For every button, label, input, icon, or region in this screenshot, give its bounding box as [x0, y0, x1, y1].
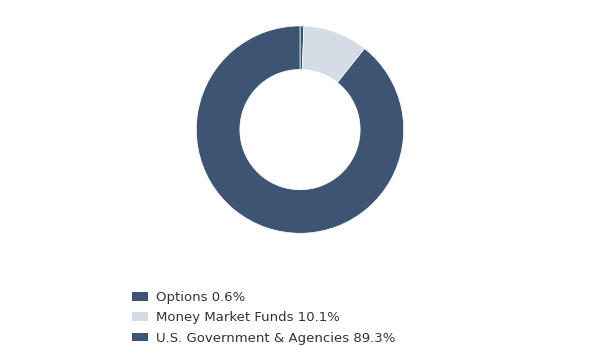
Wedge shape — [196, 26, 404, 233]
Wedge shape — [302, 26, 365, 82]
Legend: Options 0.6%, Money Market Funds 10.1%, U.S. Government & Agencies 89.3%: Options 0.6%, Money Market Funds 10.1%, … — [127, 286, 400, 350]
Wedge shape — [300, 26, 304, 69]
